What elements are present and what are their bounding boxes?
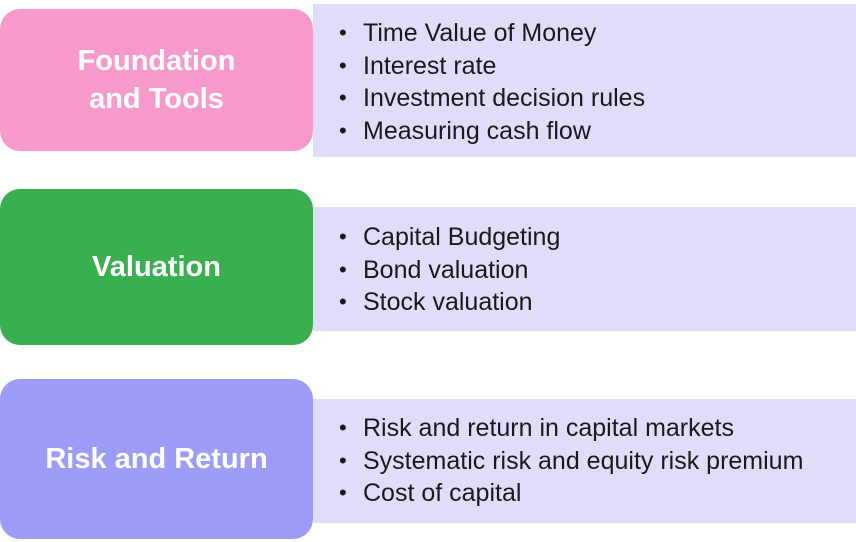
list-item: • Time Value of Money [339,19,597,47]
list-item: • Stock valuation [339,288,533,316]
foundation-topics-panel: • Time Value of Money • Interest rate • Inv… [313,4,856,157]
list-item: • Risk and return in capital markets [339,414,734,442]
risk-and-return-box: Risk and Return [0,379,313,539]
foundation-topics-list: • Time Value of Money • Interest rate • Inv… [337,17,856,147]
risk-topics-panel: • Risk and return in capital markets • Sys… [313,399,856,523]
valuation-box: Valuation [0,189,313,345]
foundation-and-tools-box: Foundation and Tools [0,9,313,151]
list-item: • Bond valuation [339,255,529,284]
box-title-line: Valuation [92,251,221,283]
box-title-line: Risk and Return [45,443,268,475]
list-item: • Systematic risk and equity risk premium [339,446,804,475]
box-title-line: Foundation [77,45,236,77]
list-item: • Cost of capital [339,479,522,507]
list-item: • Interest rate [339,51,497,80]
list-item: • Measuring cash flow [339,116,591,145]
valuation-topics-panel: • Capital Budgeting • Bond valuation • Stoc… [313,207,856,331]
risk-topics-list: • Risk and return in capital markets • Sys… [337,412,856,510]
box-title-line: and Tools [89,83,224,115]
list-item: • Investment decision rules [339,84,646,112]
list-item: • Capital Budgeting [339,223,561,251]
valuation-topics-list: • Capital Budgeting • Bond valuation • Stoc… [337,221,856,319]
